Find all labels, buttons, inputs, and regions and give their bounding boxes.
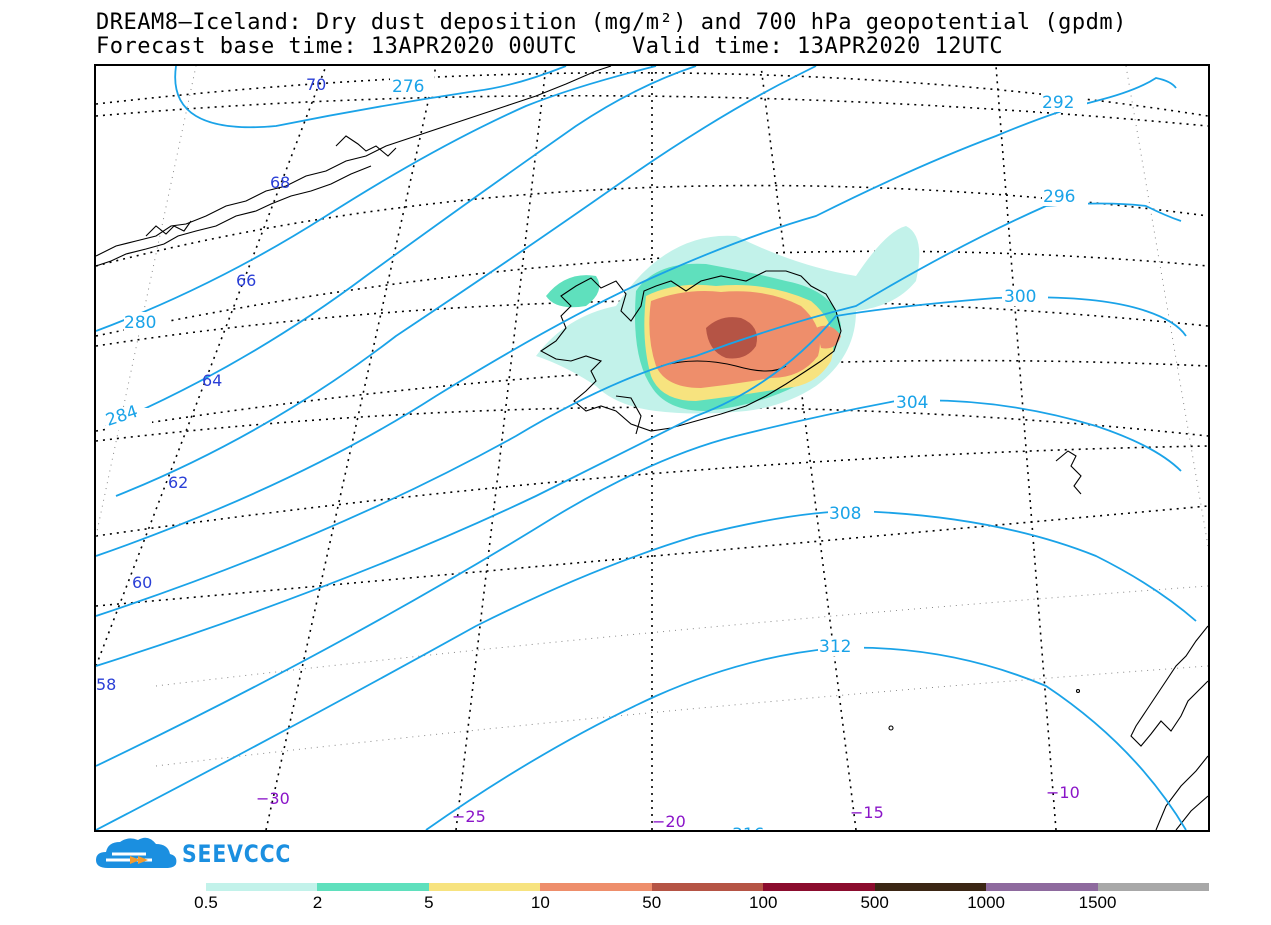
lon-label-m15: −15 (850, 803, 884, 822)
lat-label-70: 70 (306, 75, 326, 94)
colorbar-label: 2 (312, 893, 323, 912)
isoline-label-308: 308 (829, 504, 861, 524)
lon-line-25 (455, 66, 547, 830)
isoline-276 (174, 66, 567, 129)
isoline-308 (96, 510, 1197, 830)
lon-line-30 (265, 66, 437, 830)
title-line-1: DREAM8–Iceland: Dry dust deposition (mg/… (96, 10, 1127, 35)
lat-line-68 (96, 94, 1208, 127)
lon-label-m10: −10 (1046, 783, 1080, 802)
colorbar-label: 500 (860, 893, 889, 912)
map-panel: 276 280 284 292 296 300 304 308 312 316 … (94, 64, 1210, 832)
lon-label-m20: −20 (652, 812, 686, 830)
isoline-312 (425, 646, 1187, 830)
map-canvas: 276 280 284 292 296 300 304 308 312 316 … (96, 66, 1208, 830)
colorbar-segment (651, 883, 764, 891)
lon-line-15 (760, 66, 857, 830)
colorbar (206, 883, 1209, 891)
colorbar-segment (986, 883, 1098, 891)
isoline-label-300: 300 (1004, 287, 1036, 307)
isoline-label-312: 312 (819, 637, 851, 657)
lon-gridlines-faint (96, 66, 1208, 547)
dust-2b (546, 275, 600, 308)
longitude-labels: −30 −25 −20 −15 −10 (256, 783, 1080, 830)
colorbar-segment (874, 883, 987, 891)
isoline-label-280: 280 (124, 313, 156, 333)
lat-line-58 (96, 505, 1208, 607)
colorbar-label: 5 (424, 893, 434, 912)
lat-label-68: 68 (270, 173, 290, 192)
lon-label-m30: −30 (256, 789, 290, 808)
isoline-labels: 276 280 284 292 296 300 304 308 312 316 (103, 76, 1088, 830)
isoline-280 (96, 66, 657, 332)
colorbar-label: 0.5 (194, 893, 218, 912)
lon-line-10 (995, 66, 1057, 830)
longitude-gridlines (96, 66, 1057, 830)
lat-line-70 (96, 71, 1208, 117)
norway-coastline (888, 450, 1208, 830)
colorbar-label: 1500 (1078, 893, 1117, 912)
lat-label-64: 64 (202, 371, 222, 390)
isoline-292 (96, 77, 1177, 557)
logo-text: SEEVCCC (182, 840, 292, 868)
latitude-labels: 70 68 66 64 62 60 58 (96, 75, 326, 694)
isoline-label-276: 276 (392, 77, 424, 97)
isoline-288 (115, 66, 817, 497)
isoline-label-304: 304 (896, 393, 928, 413)
lat-label-62: 62 (168, 473, 188, 492)
colorbar-segment (540, 883, 652, 891)
lat-label-58: 58 (96, 675, 116, 694)
colorbar-segment (206, 883, 318, 891)
isoline-300 (96, 296, 1187, 667)
lat-gridlines-faint (155, 585, 1208, 767)
greenland-coastline (96, 66, 612, 267)
lon-label-m25: −25 (452, 807, 486, 826)
lat-label-60: 60 (132, 573, 152, 592)
colorbar-segment (428, 883, 541, 891)
cloud-logo-icon (96, 837, 177, 868)
isoline-296 (96, 202, 1182, 617)
colorbar-label: 50 (642, 893, 662, 912)
colorbar-segment (763, 883, 875, 891)
dust-deposition-field (536, 226, 920, 414)
isoline-label-296: 296 (1043, 187, 1075, 207)
lat-label-66: 66 (236, 271, 256, 290)
isoline-304 (96, 399, 1182, 767)
lat-line-59 (96, 445, 1208, 537)
title-line-2: Forecast base time: 13APR2020 00UTC Vali… (96, 34, 1004, 59)
colorbar-label: 1000 (967, 893, 1006, 912)
isoline-label-316: 316 (732, 825, 764, 830)
colorbar-label: 100 (749, 893, 778, 912)
isoline-label-292: 292 (1042, 93, 1074, 113)
isoline-284 (105, 66, 697, 427)
colorbar-segment (1097, 883, 1209, 891)
colorbar-label: 10 (530, 893, 550, 912)
iceland-coastline (539, 270, 842, 435)
seevccc-logo: SEEVCCC (94, 834, 334, 874)
colorbar-segment (317, 883, 429, 891)
geopotential-isolines (96, 66, 1197, 830)
